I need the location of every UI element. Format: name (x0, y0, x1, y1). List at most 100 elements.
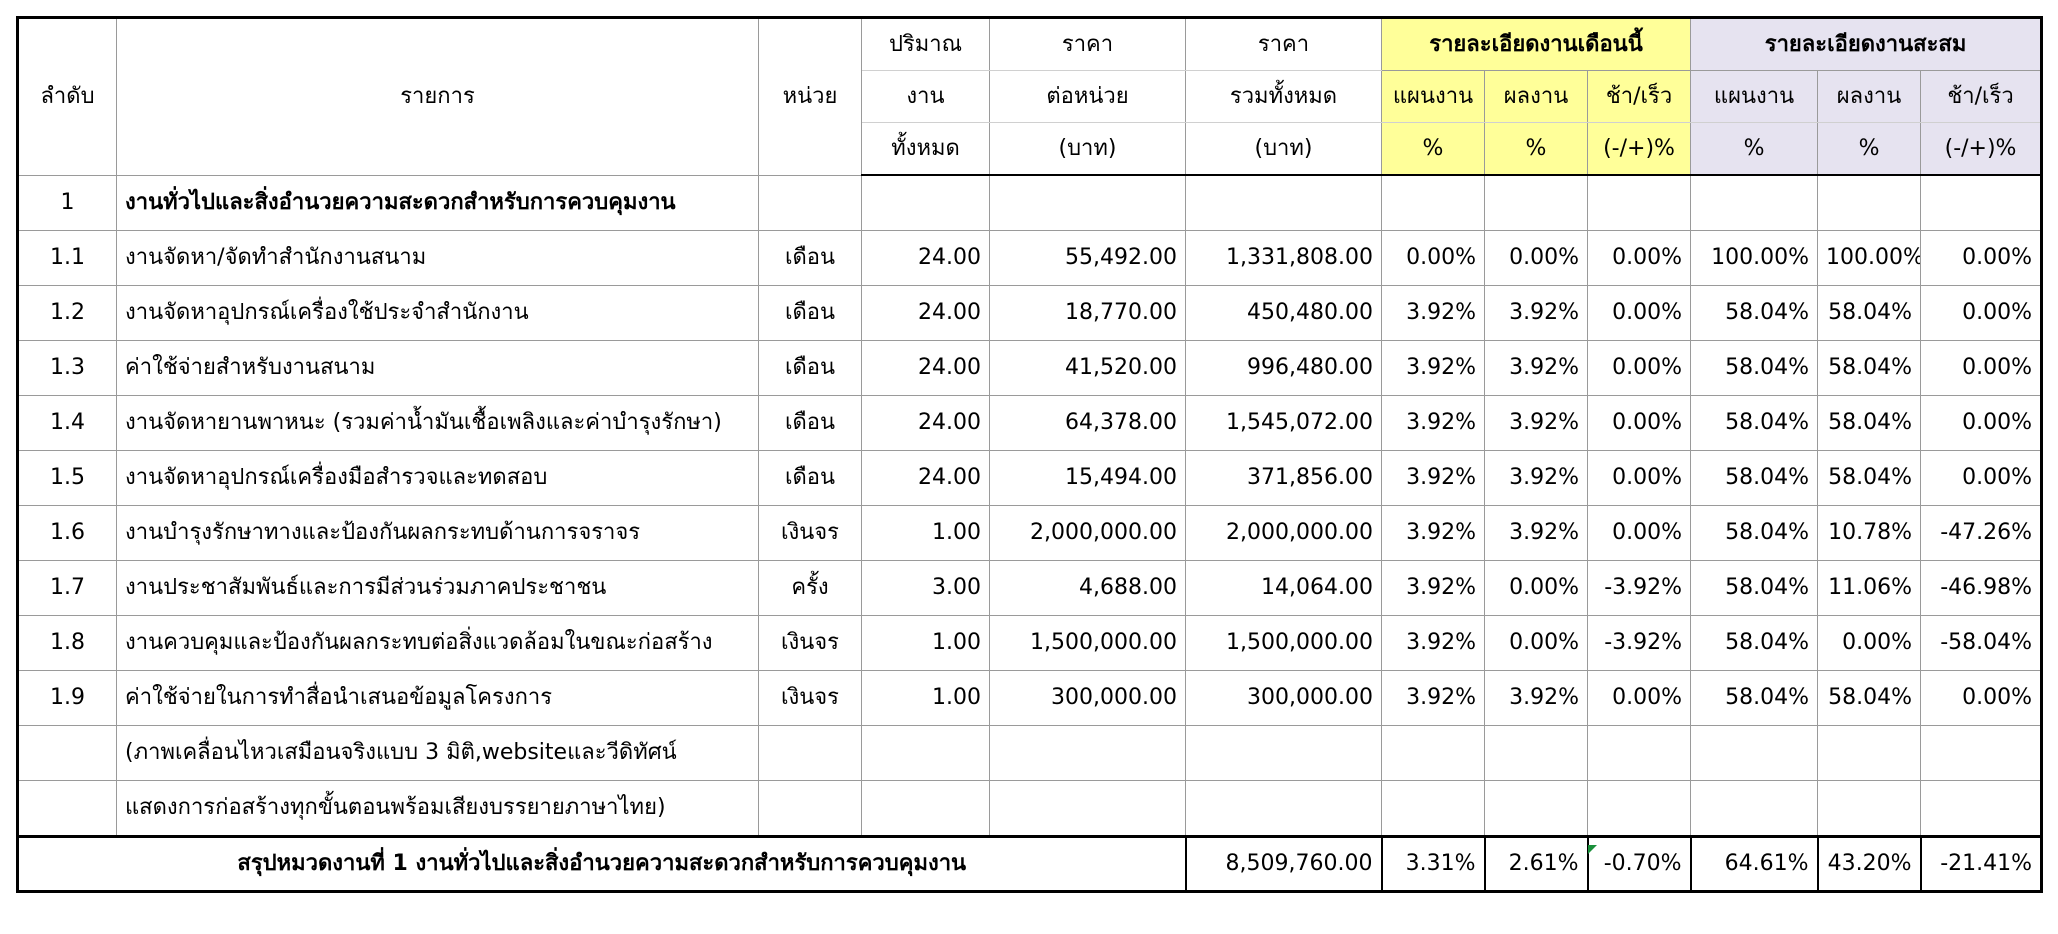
header-cum-diff: ช้า/เร็ว (1920, 70, 2043, 123)
row-month-actual: 3.92% (1484, 670, 1588, 726)
header-qty-3: ทั้งหมด (861, 122, 990, 176)
summary-total: 8,509,760.00 (1184, 835, 1383, 892)
section-no: 1 (17, 174, 117, 231)
table-row: 1.9 ค่าใช้จ่ายในการทำสื่อนำเสนอข้อมูลโคร… (17, 670, 2043, 726)
row-month-plan: 3.92% (1381, 670, 1485, 726)
row-month-diff: 0.00% (1586, 395, 1692, 451)
row-qty: 1.00 (861, 505, 990, 561)
row-month-plan: 3.92% (1381, 560, 1485, 616)
row-total: 1,500,000.00 (1185, 615, 1382, 671)
row-total: 2,000,000.00 (1185, 505, 1382, 561)
note-row: แสดงการก่อสร้างทุกขั้นตอนพร้อมเสียงบรรยา… (17, 780, 2043, 837)
row-cum-actual: 0.00% (1817, 615, 1922, 671)
row-item: ค่าใช้จ่ายในการทำสื่อนำเสนอข้อมูลโครงการ (116, 670, 759, 726)
row-price: 1,500,000.00 (989, 615, 1186, 671)
row-qty: 24.00 (861, 395, 990, 451)
header-seq: ลำดับ (17, 17, 117, 176)
row-month-actual: 0.00% (1484, 615, 1588, 671)
row-unit: เดือน (758, 450, 862, 506)
row-month-plan: 3.92% (1381, 615, 1485, 671)
row-month-actual: 3.92% (1484, 505, 1588, 561)
row-no: 1.7 (17, 560, 117, 616)
header-cum-actual: ผลงาน (1817, 70, 1922, 123)
summary-cum-diff: -21.41% (1919, 835, 2043, 892)
row-cum-diff: 0.00% (1920, 285, 2043, 341)
row-total: 450,480.00 (1185, 285, 1382, 341)
header-cum-diff-pct: (-/+)% (1920, 122, 2043, 176)
row-month-actual: 3.92% (1484, 395, 1588, 451)
row-month-diff: 0.00% (1586, 340, 1692, 396)
section-title: งานทั่วไปและสิ่งอำนวยความสะดวกสำหรับการค… (116, 174, 759, 231)
cell-comment-marker (1588, 845, 1597, 854)
header-row-1: ลำดับ รายการ หน่วย ปริมาณ ราคา ราคา รายล… (17, 17, 2043, 176)
row-month-plan: 3.92% (1381, 505, 1485, 561)
row-no: 1.4 (17, 395, 117, 451)
row-total: 371,856.00 (1185, 450, 1382, 506)
row-item: งานประชาสัมพันธ์และการมีส่วนร่วมภาคประชา… (116, 560, 759, 616)
row-total: 300,000.00 (1185, 670, 1382, 726)
header-item: รายการ (116, 17, 759, 176)
row-month-actual: 3.92% (1484, 340, 1588, 396)
section-row: 1 งานทั่วไปและสิ่งอำนวยความสะดวกสำหรับกา… (17, 174, 2043, 231)
row-cum-actual: 58.04% (1817, 670, 1922, 726)
row-month-actual: 0.00% (1484, 230, 1588, 286)
row-qty: 1.00 (861, 670, 990, 726)
row-item: ค่าใช้จ่ายสำหรับงานสนาม (116, 340, 759, 396)
row-item: งานจัดหา/จัดทำสำนักงานสนาม (116, 230, 759, 286)
row-cum-plan: 58.04% (1690, 670, 1819, 726)
row-cum-actual: 58.04% (1817, 285, 1922, 341)
row-price: 55,492.00 (989, 230, 1186, 286)
row-price: 15,494.00 (989, 450, 1186, 506)
row-cum-actual: 58.04% (1817, 395, 1922, 451)
row-unit: เดือน (758, 395, 862, 451)
row-month-actual: 3.92% (1484, 450, 1588, 506)
row-no: 1.8 (17, 615, 117, 671)
row-price: 18,770.00 (989, 285, 1186, 341)
row-month-diff: 0.00% (1586, 285, 1692, 341)
table-row: 1.6 งานบำรุงรักษาทางและป้องกันผลกระทบด้า… (17, 505, 2043, 561)
row-unit: เงินจร (758, 615, 862, 671)
row-price: 4,688.00 (989, 560, 1186, 616)
row-cum-diff: -46.98% (1920, 560, 2043, 616)
row-qty: 24.00 (861, 230, 990, 286)
row-cum-diff: 0.00% (1920, 395, 2043, 451)
table-row: 1.1 งานจัดหา/จัดทำสำนักงานสนาม เดือน 24.… (17, 230, 2043, 286)
row-month-diff: 0.00% (1586, 230, 1692, 286)
header-month-actual-pct: % (1484, 122, 1588, 176)
header-row-2: งาน ต่อหน่วย รวมทั้งหมด แผนงาน ผลงาน ช้า… (18, 70, 2043, 123)
row-qty: 24.00 (861, 450, 990, 506)
row-qty: 24.00 (861, 285, 990, 341)
header-unit-price-1: ราคา (989, 17, 1186, 71)
row-qty: 3.00 (861, 560, 990, 616)
row-cum-actual: 11.06% (1817, 560, 1922, 616)
row-cum-plan: 100.00% (1690, 230, 1819, 286)
row-month-actual: 3.92% (1484, 285, 1588, 341)
row-total: 1,545,072.00 (1185, 395, 1382, 451)
header-cum-actual-pct: % (1817, 122, 1922, 176)
summary-month-diff: -0.70% (1586, 835, 1692, 892)
table-row: 1.4 งานจัดหายานพาหนะ (รวมค่าน้ำมันเชื้อเ… (17, 395, 2043, 451)
summary-month-actual: 2.61% (1483, 835, 1589, 892)
row-month-plan: 0.00% (1381, 230, 1485, 286)
header-qty-1: ปริมาณ (861, 17, 990, 71)
summary-cum-plan: 64.61% (1689, 835, 1819, 892)
row-cum-diff: 0.00% (1920, 340, 2043, 396)
row-unit: เงินจร (758, 670, 862, 726)
header-month-diff-pct: (-/+)% (1586, 122, 1692, 176)
table-row: 1.3 ค่าใช้จ่ายสำหรับงานสนาม เดือน 24.00 … (17, 340, 2043, 396)
row-month-plan: 3.92% (1381, 285, 1485, 341)
summary-label: สรุปหมวดงานที่ 1 งานทั่วไปและสิ่งอำนวยคว… (16, 835, 1187, 892)
table-row: 1.5 งานจัดหาอุปกรณ์เครื่องมือสำรวจและทดส… (17, 450, 2043, 506)
row-no: 1.5 (17, 450, 117, 506)
row-month-diff: -3.92% (1586, 560, 1692, 616)
row-cum-plan: 58.04% (1690, 395, 1819, 451)
row-unit: เดือน (758, 230, 862, 286)
row-price: 64,378.00 (989, 395, 1186, 451)
summary-row: สรุปหมวดงานที่ 1 งานทั่วไปและสิ่งอำนวยคว… (16, 835, 2043, 892)
row-qty: 24.00 (861, 340, 990, 396)
row-cum-actual: 100.00% (1817, 230, 1922, 286)
header-cum-plan-pct: % (1690, 122, 1819, 176)
row-no: 1.9 (17, 670, 117, 726)
row-cum-diff: -47.26% (1920, 505, 2043, 561)
row-item: งานจัดหาอุปกรณ์เครื่องมือสำรวจและทดสอบ (116, 450, 759, 506)
